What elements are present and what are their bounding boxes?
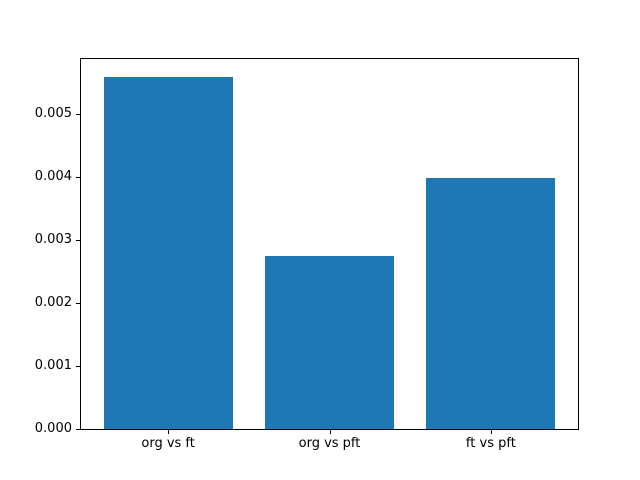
y-tick-mark: [76, 365, 80, 367]
y-tick-label: 0.000: [34, 421, 72, 436]
bar-ft-vs-pft: [426, 178, 556, 429]
y-tick-mark: [76, 302, 80, 304]
x-tick-label: org vs ft: [141, 436, 195, 451]
y-tick-mark: [76, 239, 80, 241]
y-tick-label: 0.002: [34, 294, 72, 310]
y-tick-label: 0.003: [34, 231, 72, 247]
bar-org-vs-ft: [103, 76, 233, 429]
x-tick-label: ft vs pft: [465, 436, 516, 451]
y-tick-label: 0.004: [34, 168, 72, 184]
y-tick-mark: [76, 176, 80, 178]
x-tick-mark: [168, 430, 170, 434]
x-tick-mark: [490, 430, 492, 434]
y-tick-label: 0.001: [34, 357, 72, 373]
x-tick-mark: [329, 430, 331, 434]
y-tick-mark: [76, 429, 80, 430]
y-tick-label: 0.005: [34, 105, 72, 121]
bar-org-vs-pft: [264, 256, 395, 429]
y-tick-mark: [76, 113, 80, 115]
plot-area: [80, 58, 579, 430]
x-tick-label: org vs pft: [298, 436, 361, 451]
